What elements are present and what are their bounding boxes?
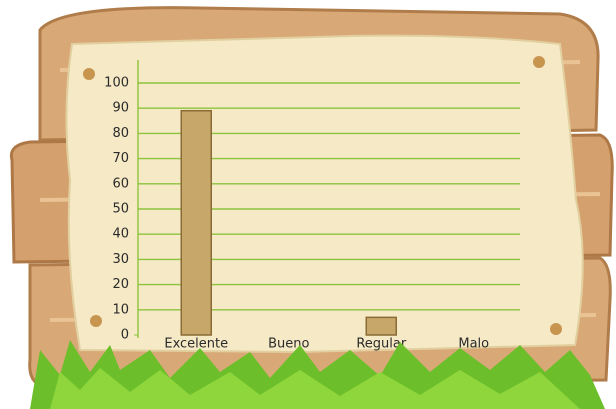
plot: 0 10 20 30 40 50 60 70 80 90 100 Excelente Bueno Regu… (104, 76, 520, 352)
y-tick-label: 20 (112, 277, 129, 292)
y-tick-label: 90 (112, 101, 129, 116)
bar (365, 316, 397, 336)
y-tick-label: 40 (112, 227, 129, 242)
y-tick-label: 10 (112, 302, 129, 317)
y-tick-label: 0 (121, 328, 129, 343)
y-tick-label: 60 (112, 176, 129, 191)
x-tick-label: Malo (458, 337, 489, 352)
y-tick-label: 30 (112, 252, 129, 267)
y-tick-label: 50 (112, 202, 129, 217)
x-tick-label: Regular (356, 337, 407, 352)
grass (30, 340, 605, 409)
x-tick-label: Excelente (164, 337, 228, 352)
y-tick-label: 80 (112, 126, 129, 141)
y-tick-label: 70 (112, 151, 129, 166)
pins (83, 56, 562, 335)
y-tick-label: 100 (104, 76, 129, 91)
bar (180, 109, 212, 336)
x-tick-label: Bueno (268, 337, 309, 352)
